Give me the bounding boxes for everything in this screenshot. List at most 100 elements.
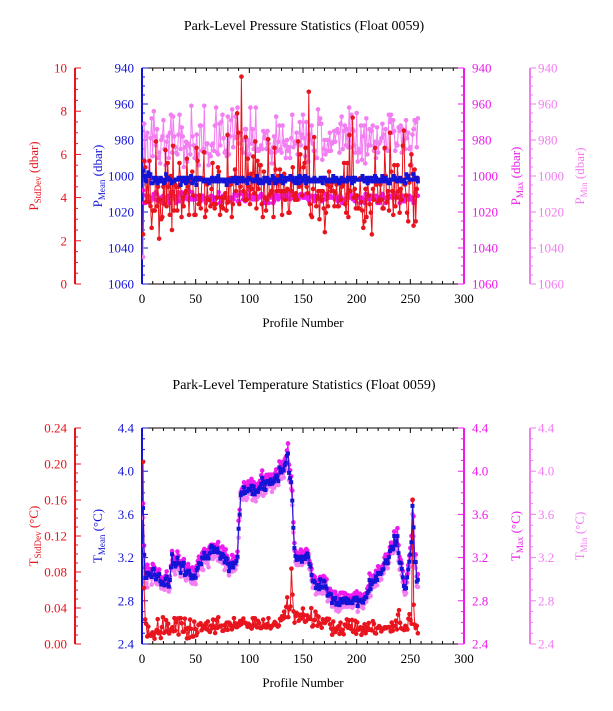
min-point <box>160 134 165 139</box>
min-point <box>317 116 323 121</box>
mean-point <box>398 175 403 180</box>
min-point <box>265 128 270 134</box>
mean-point <box>415 577 420 582</box>
std-point <box>414 186 420 192</box>
std-point <box>142 158 147 164</box>
mean-point <box>166 584 171 589</box>
mean-point <box>287 470 292 475</box>
mean-point <box>159 582 164 587</box>
min-point <box>194 132 200 137</box>
min-point <box>143 134 149 139</box>
mean-point <box>194 183 199 187</box>
std-point <box>158 635 164 641</box>
mean-point <box>272 479 277 484</box>
std-point <box>290 165 296 170</box>
min-point <box>339 114 344 119</box>
mean-point <box>180 563 185 568</box>
std-point <box>272 145 277 151</box>
min-point <box>191 143 196 148</box>
std-point <box>243 134 249 140</box>
mean-point <box>142 552 147 557</box>
mean-point <box>332 598 337 603</box>
mean-point <box>160 177 165 182</box>
min-point <box>328 148 334 154</box>
mean-point <box>367 578 372 583</box>
mean-point <box>142 506 146 511</box>
std-point <box>256 620 262 626</box>
std-point <box>289 188 294 194</box>
std-point <box>405 627 410 632</box>
mean-point <box>296 181 301 186</box>
min-point <box>282 143 288 148</box>
max-axis-tick-label: 3.2 <box>472 550 488 565</box>
std-point <box>342 201 348 207</box>
min-point <box>155 155 161 161</box>
min-point <box>200 567 206 573</box>
std-point <box>216 169 222 174</box>
mean-point <box>202 550 207 555</box>
std-point <box>332 203 337 209</box>
mean-point <box>365 181 370 186</box>
mean-point <box>312 580 317 585</box>
mean-point <box>386 555 391 560</box>
min-point <box>176 132 181 137</box>
min-point <box>300 112 306 118</box>
std-point <box>313 203 319 209</box>
min-point <box>320 591 325 596</box>
mean-point <box>373 574 378 579</box>
min-point <box>271 134 277 139</box>
std-point <box>284 595 290 600</box>
std-point <box>373 631 379 636</box>
mean-point <box>324 586 329 591</box>
mean-axis-tick-label: 2.4 <box>118 637 135 652</box>
mean-point <box>361 600 366 605</box>
min-axis-tick-label: 3.2 <box>538 550 554 565</box>
std-point <box>363 186 368 192</box>
max-point <box>391 529 397 534</box>
mean-point <box>396 551 401 556</box>
max-axis-tick-label: 980 <box>472 133 492 148</box>
std-point <box>249 186 255 192</box>
mean-point <box>290 175 295 180</box>
min-point <box>283 155 289 161</box>
std-point <box>329 632 335 638</box>
min-point <box>398 123 403 128</box>
mean-axis-tick-label: 4.0 <box>118 464 134 479</box>
min-point <box>219 119 224 125</box>
std-point <box>254 206 259 211</box>
mean-point <box>226 569 231 574</box>
min-point <box>148 135 153 141</box>
std-point <box>173 628 178 633</box>
std-point <box>326 616 332 622</box>
min-point <box>250 126 255 132</box>
mean-point <box>309 572 314 577</box>
x-axis-label: Profile Number <box>262 675 344 690</box>
std-point <box>313 609 318 614</box>
mean-point <box>381 567 386 572</box>
std-axis-tick-label: 4 <box>61 190 68 205</box>
std-point <box>307 616 313 622</box>
std-point <box>232 167 238 172</box>
min-point <box>391 128 397 134</box>
mean-point <box>317 587 322 592</box>
std-point <box>160 214 165 220</box>
std-point <box>198 206 204 211</box>
std-axis-label: TStdDev (°C) <box>26 506 43 567</box>
std-point <box>395 612 401 617</box>
min-axis-tick-label: 2.4 <box>538 637 555 652</box>
mean-point <box>282 175 287 180</box>
std-point <box>379 197 384 203</box>
mean-point <box>302 554 307 559</box>
mean-point <box>194 567 199 572</box>
min-point <box>228 117 234 123</box>
std-point <box>191 619 197 624</box>
std-point <box>149 225 154 231</box>
std-point <box>390 212 396 218</box>
mean-point <box>251 484 256 489</box>
std-point <box>325 203 331 209</box>
max-point <box>220 544 225 549</box>
mean-point <box>344 179 349 184</box>
std-point <box>160 614 166 620</box>
mean-point <box>389 544 394 549</box>
min-axis-tick-label: 1000 <box>538 169 564 184</box>
